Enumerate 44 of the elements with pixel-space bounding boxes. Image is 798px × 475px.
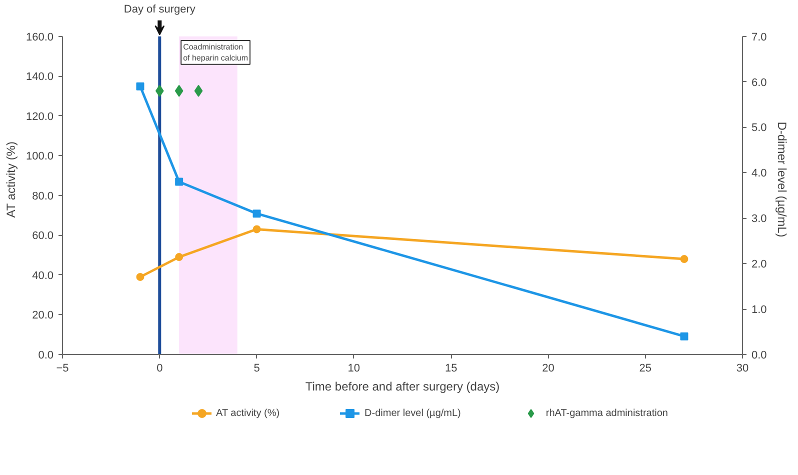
point	[175, 178, 184, 186]
y-axis-title: AT activity (%)	[4, 141, 18, 218]
point	[175, 253, 184, 262]
y2-tick-label: 1.0	[752, 304, 767, 316]
y-tick-label: 80.0	[32, 190, 54, 202]
point	[252, 225, 261, 234]
x-tick-label: 20	[542, 362, 554, 374]
point	[136, 272, 144, 281]
y-tick-label: 20.0	[32, 310, 54, 322]
point	[174, 84, 184, 97]
y2-tick-label: 6.0	[752, 76, 767, 89]
x-tick-label: 5	[254, 362, 260, 374]
point	[680, 255, 688, 264]
x-tick-label: 10	[348, 362, 360, 374]
band-label: Coadministration of heparin calcium	[183, 42, 248, 62]
y-tick-label: 0.0	[38, 350, 54, 362]
point	[680, 332, 688, 340]
point	[155, 84, 164, 97]
y-tick-label: 40.0	[32, 270, 54, 282]
y-tick-label: 160.0	[26, 31, 54, 44]
y2-tick-label: 2.0	[752, 258, 767, 271]
y2-tick-label: 3.0	[752, 213, 767, 226]
y2-tick-label: 5.0	[752, 122, 767, 134]
point	[136, 82, 144, 90]
x-tick-label: 15	[444, 362, 458, 374]
legend-label: AT activity (%)	[216, 408, 280, 418]
y-tick-label: 60.0	[32, 230, 54, 242]
legend-label: rhAT-gamma administration	[546, 408, 668, 418]
y2-tick-label: 4.0	[752, 168, 767, 180]
x-tick-label: 0	[156, 362, 163, 374]
x-tick-label: −5	[56, 362, 69, 374]
y-tick-label: 120.0	[26, 110, 54, 123]
x-tick-label: 30	[736, 362, 749, 374]
y2-tick-label: 7.0	[752, 31, 767, 44]
legend-label: D-dimer level (µg/mL)	[364, 408, 461, 418]
point	[252, 210, 261, 218]
x-tick-label: 25	[639, 362, 652, 374]
y2-axis-title: D-dimer level (µg/mL)	[774, 122, 789, 238]
point	[194, 84, 203, 97]
y-tick-label: 140.0	[26, 71, 54, 84]
y-tick-label: 100.0	[26, 150, 54, 163]
x-axis-title: Time before and after surgery (days)	[305, 380, 500, 394]
ref-line-label: Day of surgery	[124, 4, 196, 16]
y2-tick-label: 0.0	[752, 350, 767, 362]
